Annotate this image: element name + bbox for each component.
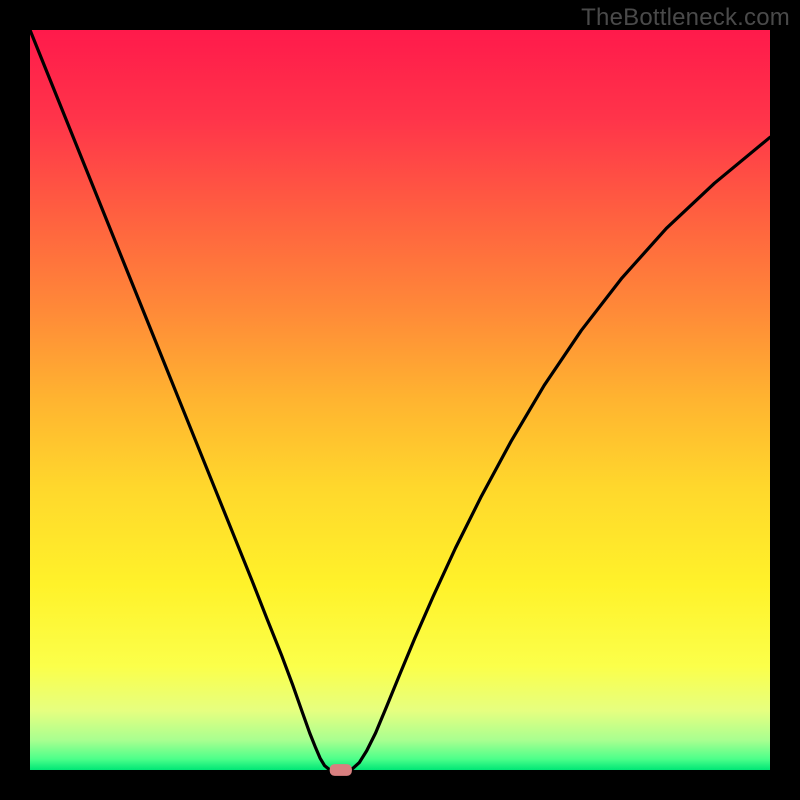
watermark-label: TheBottleneck.com [581, 4, 790, 32]
chart-frame: TheBottleneck.com [0, 0, 800, 800]
optimum-marker [330, 764, 352, 776]
plot-area [30, 30, 770, 770]
bottleneck-chart [0, 0, 800, 800]
